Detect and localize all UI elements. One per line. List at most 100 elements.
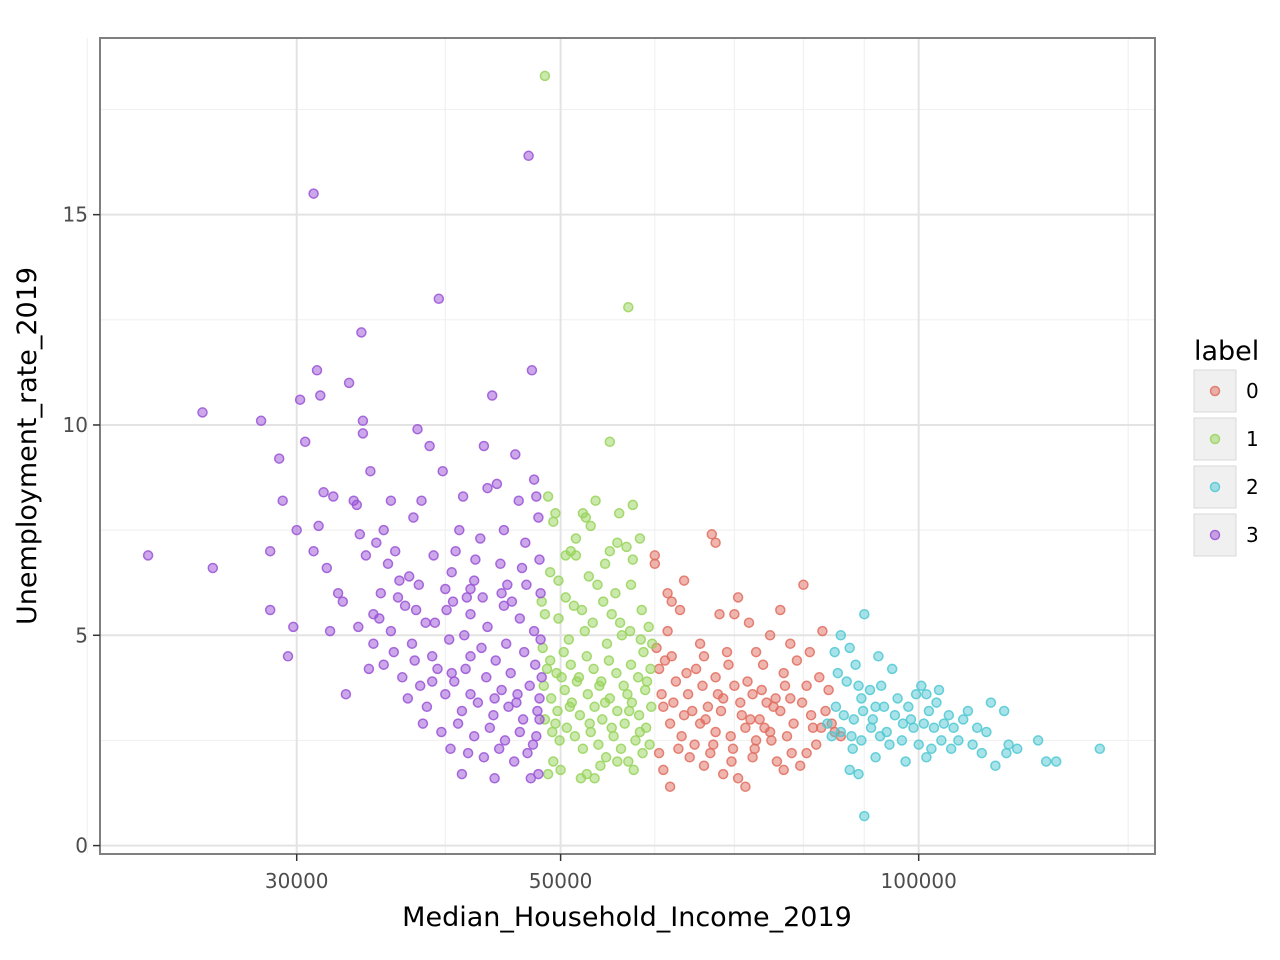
data-point [142, 550, 154, 561]
data-point [896, 735, 908, 746]
data-point [437, 465, 448, 477]
data-point [757, 659, 769, 670]
data-point [1032, 735, 1044, 746]
data-point [659, 655, 671, 666]
data-point [445, 743, 456, 755]
data-point [489, 693, 500, 704]
data-point [593, 739, 604, 750]
data-point [417, 718, 429, 729]
data-point [587, 617, 598, 628]
data-point [622, 688, 633, 700]
data-point [638, 646, 649, 658]
data-point [482, 621, 493, 633]
data-point [357, 415, 369, 427]
data-point [943, 709, 955, 721]
data-point [689, 739, 700, 750]
data-point [794, 760, 806, 771]
data-point [465, 688, 476, 700]
data-point [814, 672, 825, 683]
data-point [581, 651, 593, 662]
data-point [921, 688, 932, 700]
data-point [775, 705, 786, 717]
data-point [614, 617, 626, 628]
data-point [791, 655, 803, 666]
data-point [981, 726, 992, 738]
data-point [632, 672, 644, 683]
data-point [514, 726, 526, 738]
data-point [416, 495, 427, 506]
data-point [517, 714, 529, 725]
data-point [440, 583, 451, 595]
data-point [440, 688, 451, 700]
data-point [495, 558, 506, 570]
data-point [375, 587, 387, 599]
data-point [747, 752, 758, 763]
data-point [447, 596, 459, 607]
data-point [957, 714, 969, 725]
data-point [931, 697, 942, 708]
data-point [500, 638, 512, 649]
data-point [611, 667, 622, 679]
data-point [662, 625, 673, 637]
data-point [823, 684, 834, 696]
data-point [484, 722, 496, 734]
data-point [835, 630, 847, 641]
data-point [426, 651, 438, 662]
data-point [604, 436, 616, 448]
data-point [499, 735, 511, 746]
data-point [900, 756, 911, 767]
data-point [412, 423, 423, 435]
data-point [826, 730, 837, 742]
data-point [623, 705, 635, 717]
x-tick-label: 100000 [881, 869, 957, 893]
data-point [615, 743, 627, 755]
data-point [548, 756, 559, 767]
data-point [547, 726, 558, 738]
data-point [429, 617, 441, 628]
data-point [406, 638, 418, 649]
data-point [408, 512, 419, 523]
data-point [343, 377, 355, 389]
data-point [541, 663, 553, 675]
data-point [403, 571, 415, 582]
data-point [542, 768, 554, 780]
data-point [653, 747, 665, 759]
data-point [308, 545, 319, 557]
data-point [908, 722, 919, 734]
data-point [465, 583, 476, 595]
data-point [548, 516, 559, 527]
data-point [1011, 743, 1023, 755]
data-point [805, 709, 817, 721]
data-point [859, 810, 870, 822]
legend-label: 2 [1246, 475, 1259, 499]
x-axis: 30000 50000 100000 [265, 854, 957, 893]
data-point [798, 579, 809, 591]
data-point [644, 739, 655, 750]
data-point [493, 743, 505, 755]
data-point [710, 672, 721, 683]
data-point [583, 571, 595, 582]
data-point [534, 554, 545, 565]
data-point [750, 735, 762, 746]
series-0 [649, 529, 847, 792]
data-point [810, 739, 822, 750]
data-point [402, 693, 414, 704]
data-point [510, 449, 521, 460]
data-point [936, 735, 947, 746]
data-point [534, 693, 545, 704]
data-point [723, 659, 734, 670]
data-point [508, 756, 520, 767]
data-point [399, 600, 411, 612]
data-point [523, 150, 534, 162]
data-point [589, 701, 600, 713]
data-point [921, 752, 932, 763]
data-point [870, 701, 881, 713]
data-point [1040, 756, 1052, 767]
data-point [853, 680, 864, 692]
data-point [857, 705, 869, 717]
data-point [635, 634, 647, 645]
y-tick-label: 0 [75, 834, 88, 858]
data-point [461, 592, 473, 603]
legend-label: 0 [1246, 379, 1259, 403]
